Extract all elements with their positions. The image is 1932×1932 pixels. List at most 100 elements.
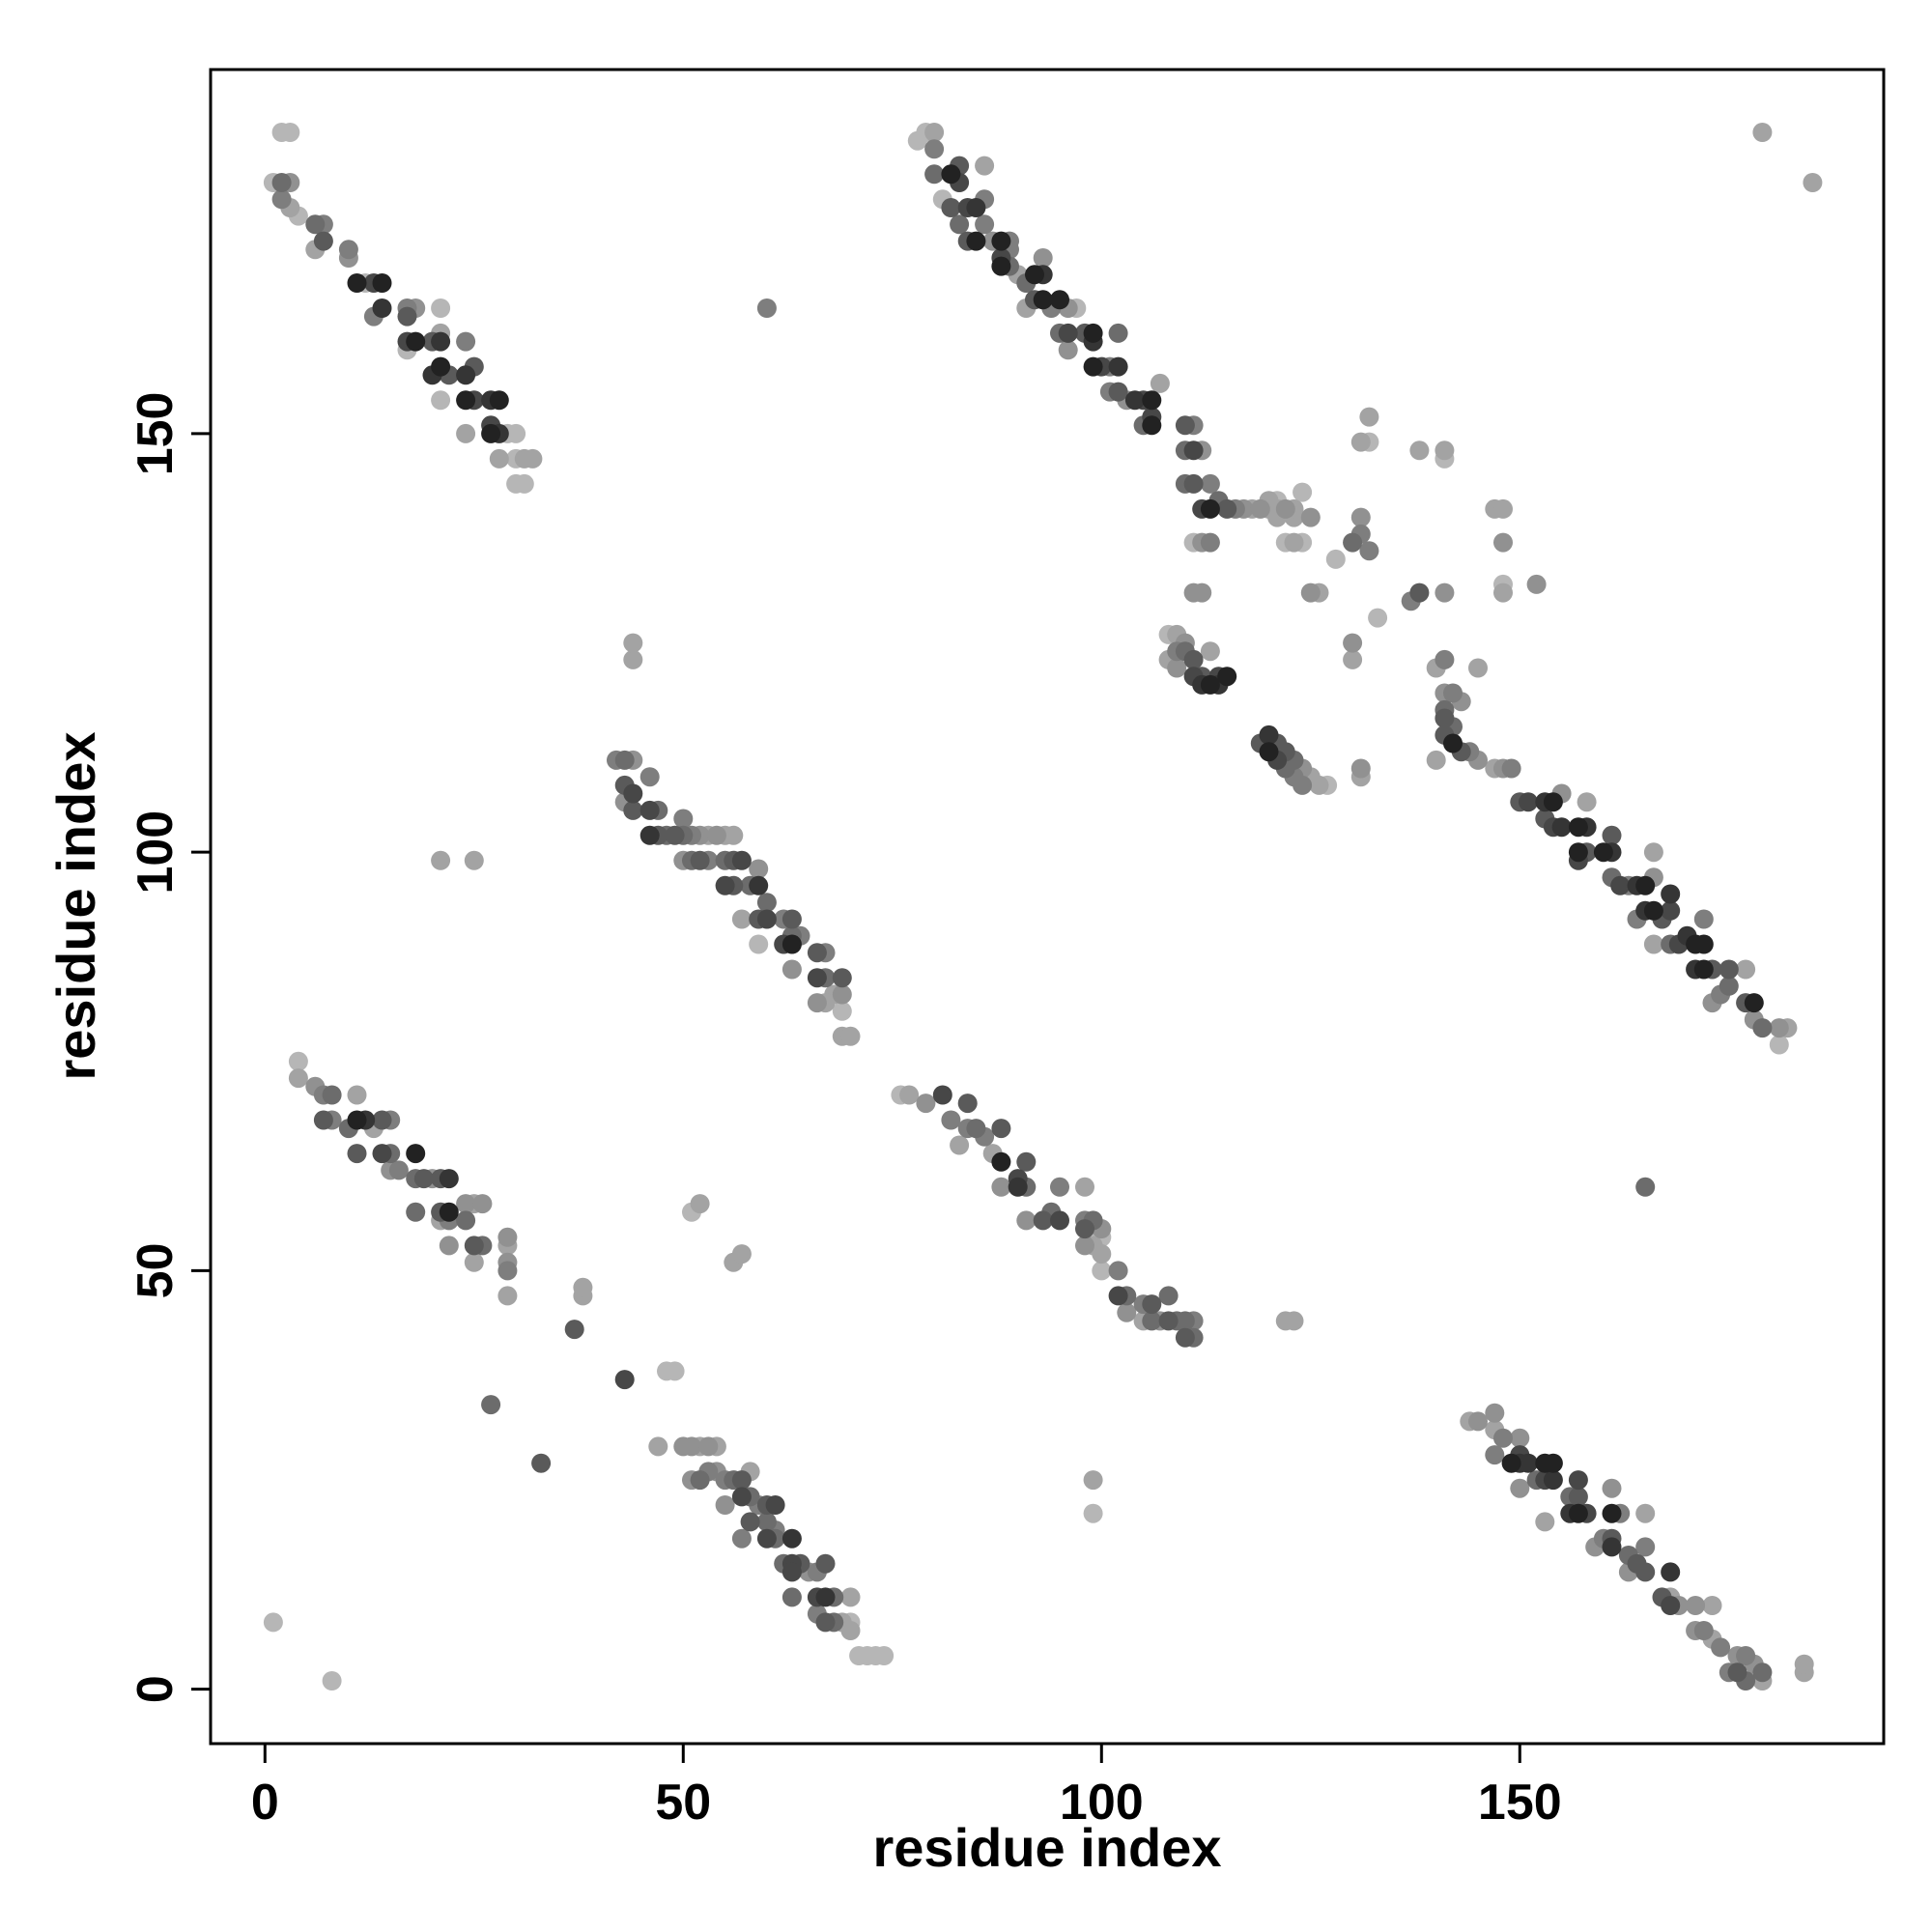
contact-point [1083, 356, 1103, 377]
contact-point [1643, 842, 1663, 863]
contact-point [673, 809, 694, 829]
contact-point [1083, 1470, 1103, 1491]
contact-point [1543, 1453, 1563, 1473]
contact-point [724, 825, 744, 845]
contact-point [807, 993, 827, 1013]
contact-point [1602, 1537, 1622, 1557]
contact-point [1058, 323, 1078, 343]
contact-point [1602, 825, 1622, 845]
contact-point [1275, 498, 1295, 519]
contact-point [639, 800, 660, 820]
contact-point [1325, 549, 1346, 569]
contact-point [456, 365, 476, 385]
contact-point [991, 1151, 1011, 1172]
contact-point [639, 825, 660, 845]
contact-point [1200, 473, 1220, 494]
contact-point [1343, 633, 1363, 653]
contact-point [815, 1587, 836, 1607]
contact-point [1142, 1294, 1162, 1315]
contact-point [1250, 498, 1270, 519]
contact-point [1150, 373, 1170, 393]
contact-point [1092, 1244, 1112, 1264]
contact-point [1033, 1210, 1053, 1231]
contact-point [807, 943, 827, 963]
contact-point [523, 448, 543, 469]
contact-point [564, 1320, 584, 1340]
contact-point [1309, 775, 1329, 795]
contact-point [614, 750, 635, 770]
contact-point [271, 189, 292, 210]
contact-point [950, 1135, 970, 1155]
contact-point [1568, 1487, 1588, 1507]
contact-point [1200, 498, 1220, 519]
contact-point [731, 1244, 752, 1264]
contact-point [1661, 1562, 1681, 1582]
contact-point [1368, 608, 1388, 628]
contact-point [489, 390, 509, 411]
contact-point [1075, 1219, 1094, 1239]
contact-point [731, 850, 752, 870]
contact-point [1519, 1453, 1538, 1473]
contact-point [941, 1110, 961, 1130]
contact-point [623, 800, 643, 820]
contact-point [715, 1495, 735, 1515]
contact-point [1702, 1596, 1722, 1615]
contact-point [1359, 541, 1379, 561]
y-tick-label: 150 [128, 392, 184, 476]
contact-point [1769, 1035, 1789, 1055]
contact-point [1602, 1503, 1622, 1523]
contact-point [431, 331, 451, 352]
contact-point [322, 1085, 342, 1105]
contact-point [1501, 758, 1521, 779]
contact-point [1435, 708, 1455, 728]
contact-point [497, 1286, 518, 1306]
contact-point [1727, 1662, 1747, 1683]
contact-point [1025, 265, 1044, 285]
contact-point [531, 1453, 552, 1473]
contact-point [1183, 649, 1204, 669]
contact-point [456, 390, 476, 411]
contact-point [1158, 1286, 1179, 1306]
contact-point [1200, 532, 1220, 553]
contact-point [815, 1553, 836, 1574]
contact-point [288, 1068, 308, 1089]
points-layer [263, 123, 1823, 1690]
contact-point [1661, 1596, 1681, 1615]
contact-point [1142, 1311, 1162, 1331]
contact-point [698, 1436, 719, 1457]
contact-point [431, 356, 451, 377]
contact-point [439, 1202, 459, 1222]
contact-point [690, 850, 710, 870]
x-axis-title: residue index [872, 1817, 1221, 1878]
contact-point [271, 173, 292, 192]
contact-point [1468, 1411, 1488, 1432]
contact-point [489, 448, 509, 469]
contact-point [690, 1194, 710, 1214]
contact-point [456, 331, 476, 352]
contact-point [1526, 574, 1547, 594]
contact-point [1350, 758, 1371, 779]
contact-point [1050, 1177, 1069, 1197]
contact-point [832, 968, 852, 988]
contact-point [623, 633, 643, 653]
contact-point [1493, 1428, 1513, 1448]
contact-point [1108, 356, 1128, 377]
contact-point [1350, 432, 1371, 452]
contact-point [1643, 900, 1663, 921]
contact-point [1033, 290, 1053, 310]
contact-point [1794, 1654, 1814, 1674]
contact-point [1008, 1177, 1028, 1197]
plot-frame [209, 68, 1886, 1746]
contact-point [1259, 724, 1279, 745]
x-axis: 0 50 100 150 [251, 1744, 1562, 1831]
contact-point [1443, 683, 1463, 703]
contact-point [406, 1144, 426, 1164]
plot-area [211, 70, 1884, 1744]
contact-point [840, 1026, 861, 1046]
contact-point [1200, 641, 1220, 662]
contact-point [749, 875, 769, 895]
contact-point [1142, 415, 1162, 436]
contact-point [1510, 1428, 1530, 1448]
contact-point [924, 123, 945, 142]
